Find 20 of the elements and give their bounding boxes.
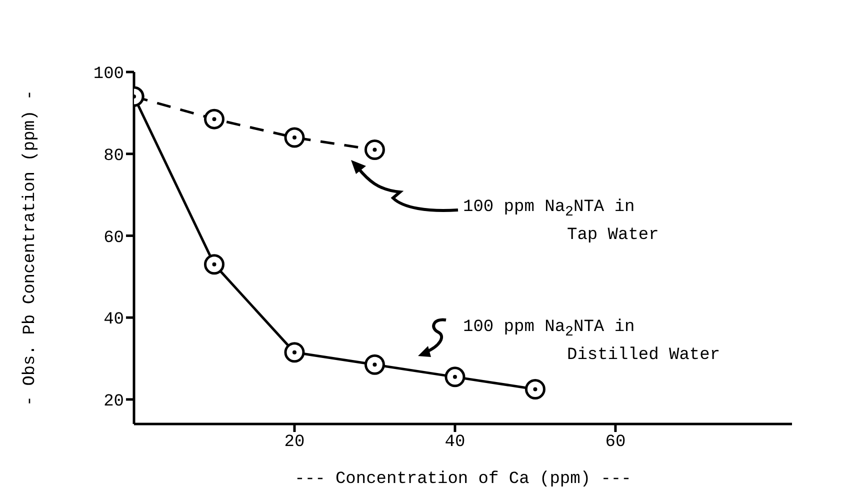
annotation: 100 ppm Na$_{2}$NTA in Tap Water (463, 197, 659, 248)
y-tick-label: 40 (104, 310, 124, 330)
point (444, 366, 466, 388)
point (364, 140, 385, 160)
point (204, 254, 224, 275)
y-axis-title: - Obs. Pb Concentration (ppm) - (21, 90, 40, 406)
x-tick-label: 40 (444, 433, 466, 452)
x-axis-title: --- Concentration of Ca (ppm) --- (294, 470, 632, 489)
y-tick-label: 20 (104, 392, 124, 412)
annotation: 100 ppm Na$_{2}$NTA in Distilled Water (463, 317, 720, 368)
point (204, 108, 224, 130)
y-tick-label: 60 (104, 228, 124, 248)
x-tick-label: 20 (284, 433, 305, 452)
point (364, 354, 385, 375)
y-tick-label: 100 (93, 65, 124, 84)
point (284, 342, 305, 363)
point (524, 378, 546, 400)
point (284, 127, 305, 148)
x-tick-label: 60 (605, 433, 626, 452)
y-tick-label: 80 (104, 146, 124, 166)
